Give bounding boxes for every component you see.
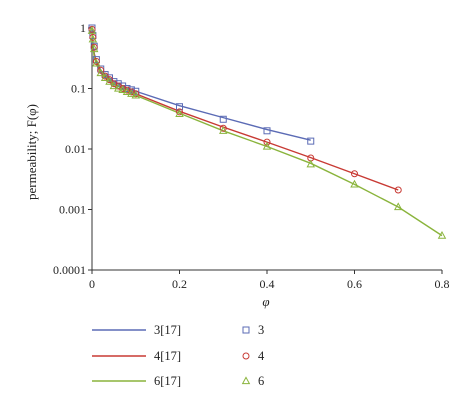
data-point-circle bbox=[97, 66, 105, 74]
data-point-circle bbox=[90, 43, 98, 51]
data-point-square bbox=[307, 137, 315, 145]
data-point-triangle bbox=[350, 179, 359, 188]
data-point-triangle bbox=[262, 141, 272, 150]
data-point-triangle bbox=[437, 230, 447, 239]
data-point-square bbox=[219, 115, 227, 123]
data-point-triangle bbox=[105, 76, 114, 85]
legend-marker-swatch bbox=[242, 326, 250, 334]
data-point-circle bbox=[92, 57, 100, 65]
y-tick-label: 0.01 bbox=[65, 142, 86, 156]
data-point-triangle bbox=[118, 85, 127, 93]
legend-label: 3 bbox=[258, 323, 264, 337]
legend-marker-swatch bbox=[242, 352, 250, 360]
data-point-triangle bbox=[96, 68, 105, 77]
y-tick-label: 1 bbox=[80, 21, 86, 35]
legend-label: 6[17] bbox=[154, 374, 181, 388]
data-point-circle bbox=[176, 108, 183, 116]
x-axis-label: φ bbox=[262, 294, 269, 309]
x-tick-label: 0.8 bbox=[435, 277, 450, 291]
legend-marker-swatch bbox=[241, 376, 251, 385]
data-point-triangle bbox=[87, 26, 97, 34]
legend-label: 4 bbox=[258, 349, 265, 363]
x-tick-label: 0.2 bbox=[172, 277, 187, 291]
data-point-square bbox=[263, 127, 271, 135]
legend-label: 6 bbox=[258, 374, 264, 388]
data-point-triangle bbox=[88, 34, 98, 43]
data-point-circle bbox=[394, 186, 402, 194]
data-point-triangle bbox=[127, 89, 136, 97]
data-point-triangle bbox=[219, 126, 228, 134]
series-line-6[17] bbox=[91, 27, 443, 237]
data-point-triangle bbox=[394, 202, 403, 211]
data-point-circle bbox=[127, 88, 135, 96]
x-tick-label: 0.6 bbox=[347, 277, 362, 291]
tick-labels: 0.0001 0.001 0.01 0.1 1 0 0.2 0.4 0.6 0.8 bbox=[53, 21, 450, 291]
legend: 3[17] 4[17] 6[17] 3 4 6 bbox=[92, 323, 265, 388]
data-point-circle bbox=[219, 124, 227, 132]
y-tick-label: 0.001 bbox=[59, 203, 86, 217]
data-point-triangle bbox=[114, 83, 123, 92]
y-tick-label: 0.0001 bbox=[53, 263, 86, 277]
data-point-square bbox=[106, 74, 113, 82]
data-point-triangle bbox=[122, 87, 132, 95]
data-point-triangle bbox=[175, 109, 184, 118]
series-layer bbox=[87, 24, 447, 239]
legend-label: 3[17] bbox=[154, 323, 181, 337]
data-point-square bbox=[92, 56, 100, 64]
data-point-triangle bbox=[100, 73, 110, 81]
data-point-circle bbox=[123, 86, 131, 94]
data-point-triangle bbox=[89, 44, 99, 53]
data-point-circle bbox=[132, 90, 140, 98]
y-tick-label: 0.1 bbox=[71, 82, 86, 96]
data-point-triangle bbox=[109, 81, 119, 90]
legend-label: 4[17] bbox=[154, 349, 181, 363]
data-point-triangle bbox=[131, 90, 140, 99]
x-tick-label: 0.4 bbox=[260, 277, 275, 291]
data-point-circle bbox=[351, 170, 358, 178]
series-line-3[17] bbox=[91, 27, 311, 141]
data-point-triangle bbox=[92, 58, 101, 67]
data-point-square bbox=[114, 80, 122, 88]
data-point-square bbox=[110, 78, 118, 86]
data-point-circle bbox=[106, 76, 113, 84]
data-point-circle bbox=[89, 33, 97, 41]
y-axis-label: permeability; F(φ) bbox=[24, 104, 39, 200]
data-point-circle bbox=[263, 138, 271, 146]
series-line-4[17] bbox=[91, 27, 399, 191]
data-point-square bbox=[132, 87, 140, 95]
data-point-triangle bbox=[306, 159, 315, 168]
axes bbox=[88, 27, 443, 274]
x-tick-label: 0 bbox=[89, 277, 95, 291]
